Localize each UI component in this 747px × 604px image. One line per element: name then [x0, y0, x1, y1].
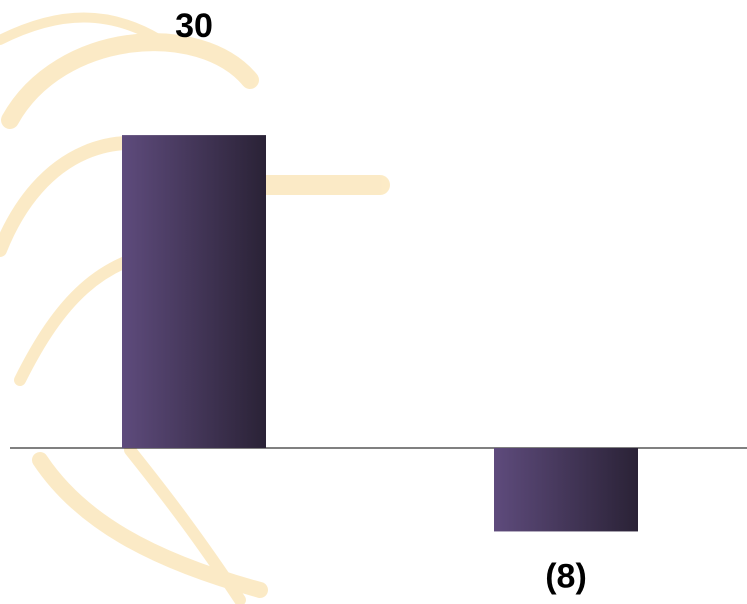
bar: [494, 448, 638, 532]
value-label: (8): [545, 557, 587, 595]
value-label: 30: [175, 7, 213, 45]
bar: [122, 135, 266, 448]
